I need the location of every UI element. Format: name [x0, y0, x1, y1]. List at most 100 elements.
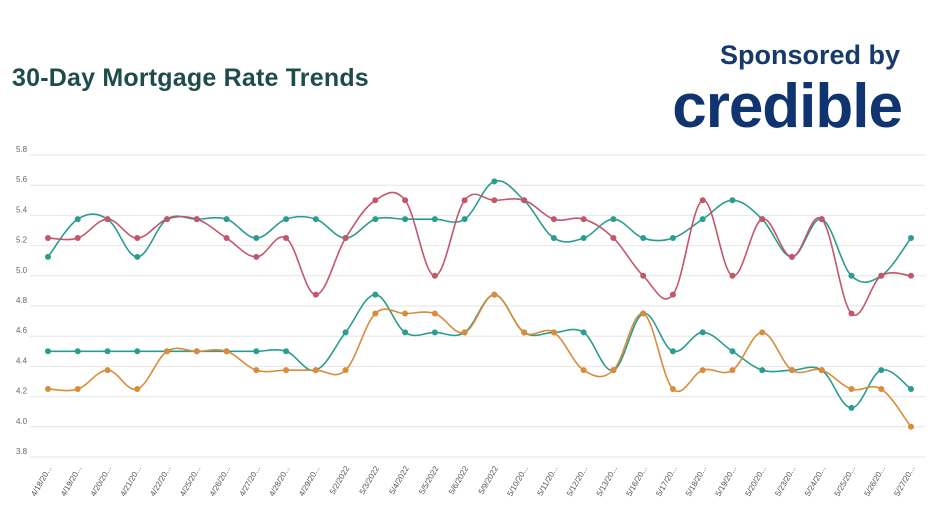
data-point: [134, 348, 141, 355]
data-point: [342, 367, 349, 374]
data-point: [342, 329, 349, 336]
data-point: [283, 348, 290, 355]
data-point: [431, 329, 438, 336]
data-point: [74, 348, 81, 355]
data-point: [223, 348, 230, 355]
x-tick-label: 5/24/20...: [803, 465, 827, 498]
data-point: [818, 367, 825, 374]
data-point: [461, 329, 468, 336]
data-point: [610, 216, 617, 223]
data-point: [134, 253, 141, 260]
data-point: [788, 253, 795, 260]
data-point: [402, 197, 409, 204]
data-point: [908, 386, 914, 393]
x-tick-label: 5/23/20...: [773, 465, 797, 498]
y-tick-label: 5.4: [16, 205, 28, 214]
data-point: [74, 216, 81, 223]
x-tick-label: 5/9/2022: [477, 464, 501, 496]
data-point: [45, 235, 51, 242]
data-point: [729, 367, 736, 374]
x-tick-label: 4/26/20...: [208, 465, 232, 498]
data-point: [640, 235, 647, 242]
data-point: [372, 216, 379, 223]
data-point: [878, 386, 885, 393]
data-point: [640, 272, 647, 279]
x-tick-label: 5/11/20...: [535, 465, 559, 498]
data-point: [699, 329, 706, 336]
data-point: [580, 216, 587, 223]
series-line-1: [47, 191, 912, 316]
data-point: [580, 235, 587, 242]
data-point: [491, 178, 498, 185]
data-point: [312, 291, 319, 298]
x-tick-label: 5/10/20...: [505, 465, 529, 498]
y-tick-label: 4.0: [16, 417, 28, 426]
data-point: [253, 235, 260, 242]
data-point: [729, 197, 736, 204]
data-point: [223, 216, 230, 223]
data-point: [699, 367, 706, 374]
data-point: [342, 235, 349, 242]
data-point: [74, 386, 81, 393]
x-tick-label: 5/19/20...: [714, 465, 738, 498]
data-point: [669, 348, 676, 355]
y-tick-label: 5.8: [16, 145, 28, 154]
data-point: [699, 216, 706, 223]
data-point: [45, 386, 51, 393]
x-tick-label: 5/20/20...: [743, 465, 767, 498]
data-point: [134, 235, 141, 242]
data-point: [372, 291, 379, 298]
data-point: [45, 348, 51, 355]
x-tick-label: 5/4/2022: [387, 464, 411, 496]
data-point: [550, 329, 557, 336]
data-point: [908, 423, 914, 430]
data-point: [788, 367, 795, 374]
x-tick-label: 5/12/20...: [565, 465, 589, 498]
y-tick-label: 4.6: [16, 326, 28, 335]
data-point: [908, 235, 914, 242]
x-tick-label: 5/5/2022: [417, 464, 441, 496]
y-tick-label: 4.4: [16, 356, 28, 365]
data-point: [402, 329, 409, 336]
data-point: [164, 216, 171, 223]
data-point: [818, 216, 825, 223]
data-point: [491, 197, 498, 204]
x-tick-label: 4/21/20...: [119, 465, 143, 498]
x-tick-label: 5/18/20...: [684, 465, 708, 498]
data-point: [164, 348, 171, 355]
data-point: [580, 329, 587, 336]
data-point: [461, 197, 468, 204]
chart-title: 30-Day Mortgage Rate Trends: [12, 64, 369, 92]
x-tick-label: 4/27/20...: [238, 465, 262, 498]
y-tick-label: 5.6: [16, 175, 28, 184]
data-point: [521, 329, 528, 336]
data-point: [431, 310, 438, 317]
data-point: [312, 367, 319, 374]
data-point: [431, 272, 438, 279]
data-point: [878, 272, 885, 279]
data-point: [283, 367, 290, 374]
data-point: [283, 216, 290, 223]
x-tick-label: 4/25/20...: [178, 465, 202, 498]
data-point: [372, 197, 379, 204]
data-point: [759, 329, 766, 336]
data-point: [431, 216, 438, 223]
x-tick-label: 5/26/20...: [862, 465, 886, 498]
x-tick-label: 5/17/20...: [654, 465, 678, 498]
data-point: [312, 216, 319, 223]
data-point: [669, 291, 676, 298]
data-point: [104, 367, 111, 374]
data-point: [223, 235, 230, 242]
x-tick-label: 5/3/2022: [358, 464, 382, 496]
data-point: [134, 386, 141, 393]
x-tick-label: 5/2/2022: [328, 464, 352, 496]
data-point: [759, 367, 766, 374]
x-tick-label: 4/18/20...: [29, 465, 53, 498]
data-point: [848, 404, 855, 411]
x-tick-label: 5/13/20...: [595, 465, 619, 498]
series-line-3: [47, 293, 912, 428]
x-tick-label: 4/20/20...: [89, 465, 113, 498]
data-point: [908, 272, 914, 279]
data-point: [550, 216, 557, 223]
